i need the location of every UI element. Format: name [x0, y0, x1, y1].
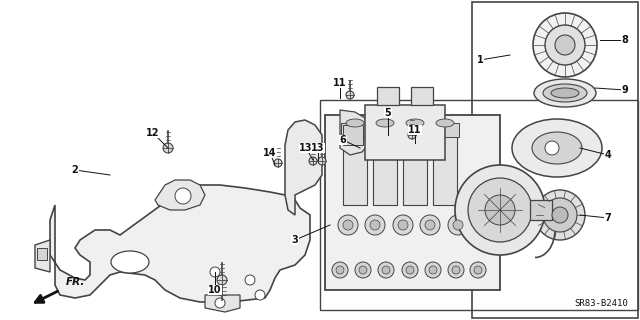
Bar [401, 123, 429, 137]
Ellipse shape [111, 251, 149, 273]
Bar [371, 123, 399, 137]
Polygon shape [50, 185, 310, 302]
Circle shape [332, 262, 348, 278]
Circle shape [448, 215, 468, 235]
Bar [365, 105, 445, 160]
Bar [431, 123, 459, 137]
Text: 9: 9 [621, 85, 628, 95]
Circle shape [406, 266, 414, 274]
Circle shape [470, 262, 486, 278]
Bar [343, 125, 363, 145]
Bar [325, 115, 500, 290]
Circle shape [535, 190, 585, 240]
Circle shape [429, 266, 437, 274]
Circle shape [545, 141, 559, 155]
Circle shape [545, 25, 585, 65]
Circle shape [245, 275, 255, 285]
Ellipse shape [346, 119, 364, 127]
Circle shape [338, 215, 358, 235]
Circle shape [474, 266, 482, 274]
Circle shape [378, 262, 394, 278]
Circle shape [408, 131, 416, 139]
Polygon shape [340, 110, 368, 155]
Circle shape [217, 275, 227, 285]
Circle shape [274, 159, 282, 167]
Text: FR.: FR. [66, 277, 85, 287]
Circle shape [255, 290, 265, 300]
Circle shape [393, 215, 413, 235]
Circle shape [455, 165, 545, 255]
Circle shape [420, 215, 440, 235]
Circle shape [343, 220, 353, 230]
Text: 3: 3 [292, 235, 298, 245]
Circle shape [402, 262, 418, 278]
Ellipse shape [534, 79, 596, 107]
Text: 1: 1 [477, 55, 483, 65]
Circle shape [533, 13, 597, 77]
Circle shape [210, 267, 220, 277]
Circle shape [346, 91, 354, 99]
Ellipse shape [512, 119, 602, 177]
Circle shape [318, 157, 326, 165]
Text: 4: 4 [605, 150, 611, 160]
Circle shape [448, 262, 464, 278]
Bar [472, 2, 638, 318]
Circle shape [355, 262, 371, 278]
Circle shape [425, 220, 435, 230]
Circle shape [175, 188, 191, 204]
Ellipse shape [532, 132, 582, 164]
Text: SR83-B2410: SR83-B2410 [574, 299, 628, 308]
Circle shape [543, 198, 577, 232]
Ellipse shape [406, 119, 424, 127]
Text: 5: 5 [385, 108, 392, 118]
Polygon shape [382, 118, 400, 140]
Circle shape [452, 266, 460, 274]
Ellipse shape [376, 119, 394, 127]
Circle shape [370, 220, 380, 230]
Circle shape [485, 195, 515, 225]
Text: 2: 2 [72, 165, 78, 175]
Polygon shape [285, 120, 322, 215]
Polygon shape [155, 180, 205, 210]
Circle shape [468, 178, 532, 242]
Bar [341, 123, 369, 137]
Circle shape [215, 298, 225, 308]
Circle shape [453, 220, 463, 230]
Text: 11: 11 [333, 78, 347, 88]
Text: 11: 11 [408, 125, 422, 135]
Circle shape [398, 220, 408, 230]
Bar [373, 125, 397, 205]
Text: 8: 8 [621, 35, 628, 45]
Text: 12: 12 [147, 128, 160, 138]
Polygon shape [205, 295, 240, 312]
Circle shape [382, 266, 390, 274]
Text: 6: 6 [340, 135, 346, 145]
Text: 13: 13 [311, 143, 324, 153]
Circle shape [552, 207, 568, 223]
Bar [433, 125, 457, 205]
Bar [411, 87, 433, 105]
Bar [530, 200, 552, 220]
Bar [403, 125, 427, 205]
Circle shape [336, 266, 344, 274]
Text: 10: 10 [208, 285, 221, 295]
Ellipse shape [436, 119, 454, 127]
Polygon shape [35, 240, 50, 272]
Circle shape [555, 35, 575, 55]
Text: 13: 13 [300, 143, 313, 153]
Bar [37, 248, 47, 260]
Circle shape [359, 266, 367, 274]
Circle shape [309, 157, 317, 165]
Bar [320, 100, 638, 310]
Text: 7: 7 [605, 213, 611, 223]
Bar [343, 125, 367, 205]
Ellipse shape [551, 88, 579, 98]
Circle shape [163, 143, 173, 153]
Circle shape [425, 262, 441, 278]
Bar [377, 87, 399, 105]
Text: 14: 14 [263, 148, 276, 158]
Circle shape [365, 215, 385, 235]
Ellipse shape [543, 84, 587, 102]
